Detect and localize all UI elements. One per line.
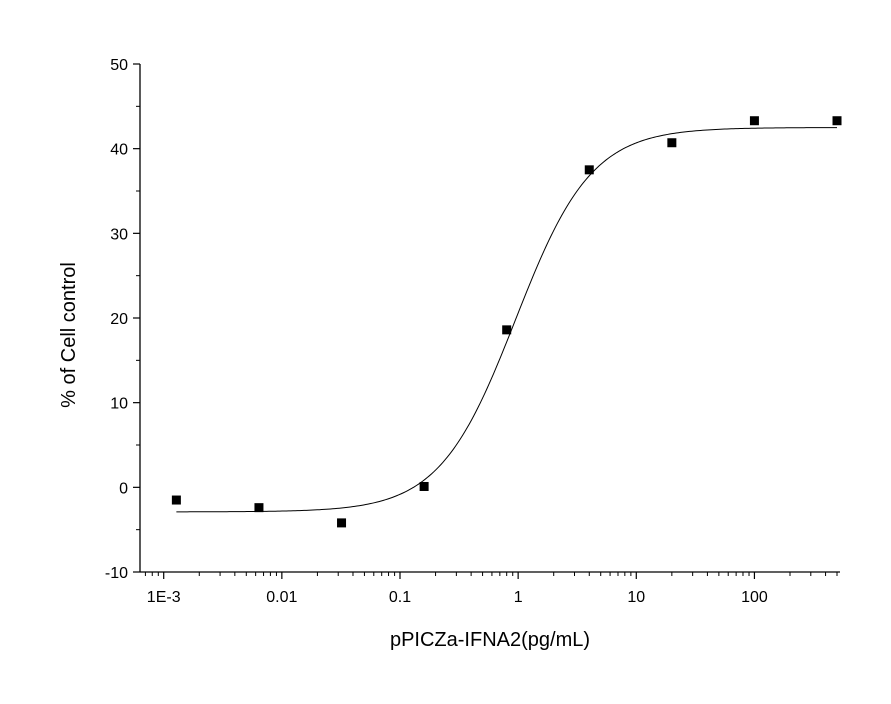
data-point <box>832 116 842 126</box>
y-axis-title: % of Cell control <box>58 262 80 408</box>
x-tick-label: 10 <box>627 589 645 606</box>
y-tick-label: 0 <box>119 480 128 497</box>
data-point <box>584 165 594 175</box>
x-tick-label: 0.1 <box>389 589 411 606</box>
data-point <box>254 503 264 513</box>
data-point <box>337 518 347 528</box>
x-axis-title: pPICZa-IFNA2(pg/mL) <box>390 629 590 651</box>
data-point <box>419 481 429 491</box>
data-points <box>171 116 842 528</box>
axes <box>139 64 840 573</box>
y-tick-label: 50 <box>110 57 128 74</box>
data-point <box>171 495 181 505</box>
tick-labels: -10 0 10 20 30 40 50 1E-3 0.01 0.1 1 10 100 <box>105 57 768 606</box>
data-point <box>502 325 512 335</box>
axis-ticks <box>133 63 838 579</box>
y-tick-label: 10 <box>110 396 128 413</box>
x-tick-label: 1E-3 <box>147 589 181 606</box>
fit-curve <box>176 127 838 513</box>
x-tick-label: 1 <box>514 589 523 606</box>
x-tick-label: 0.01 <box>266 589 297 606</box>
x-tick-label: 100 <box>741 589 768 606</box>
y-tick-label: -10 <box>105 565 128 582</box>
y-tick-label: 30 <box>110 226 128 243</box>
data-point <box>749 116 759 126</box>
y-tick-label: 40 <box>110 142 128 159</box>
data-point <box>667 138 677 148</box>
y-tick-label: 20 <box>110 311 128 328</box>
